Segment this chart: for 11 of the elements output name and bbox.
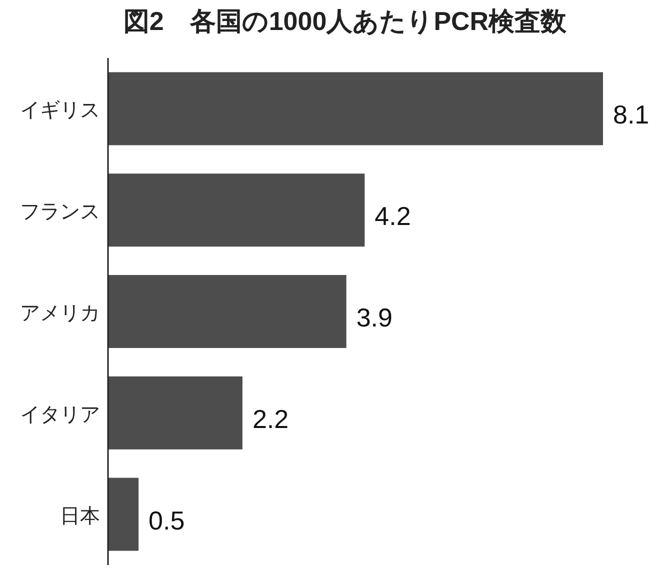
data-label: 4.2	[374, 201, 411, 232]
title: 図2 各国の1000人あたりPCR検査数	[123, 6, 567, 36]
data-label: 0.5	[148, 505, 185, 536]
category-label: 日本	[60, 503, 100, 528]
data-label: 3.9	[356, 302, 392, 332]
category-label: アメリカ	[20, 300, 100, 324]
data-label: 2.2	[252, 404, 289, 434]
category-label: フランス	[20, 199, 100, 224]
category-label: イギリス	[20, 98, 100, 122]
category-label: イタリア	[20, 402, 100, 426]
data-label: 8.1	[613, 100, 650, 130]
